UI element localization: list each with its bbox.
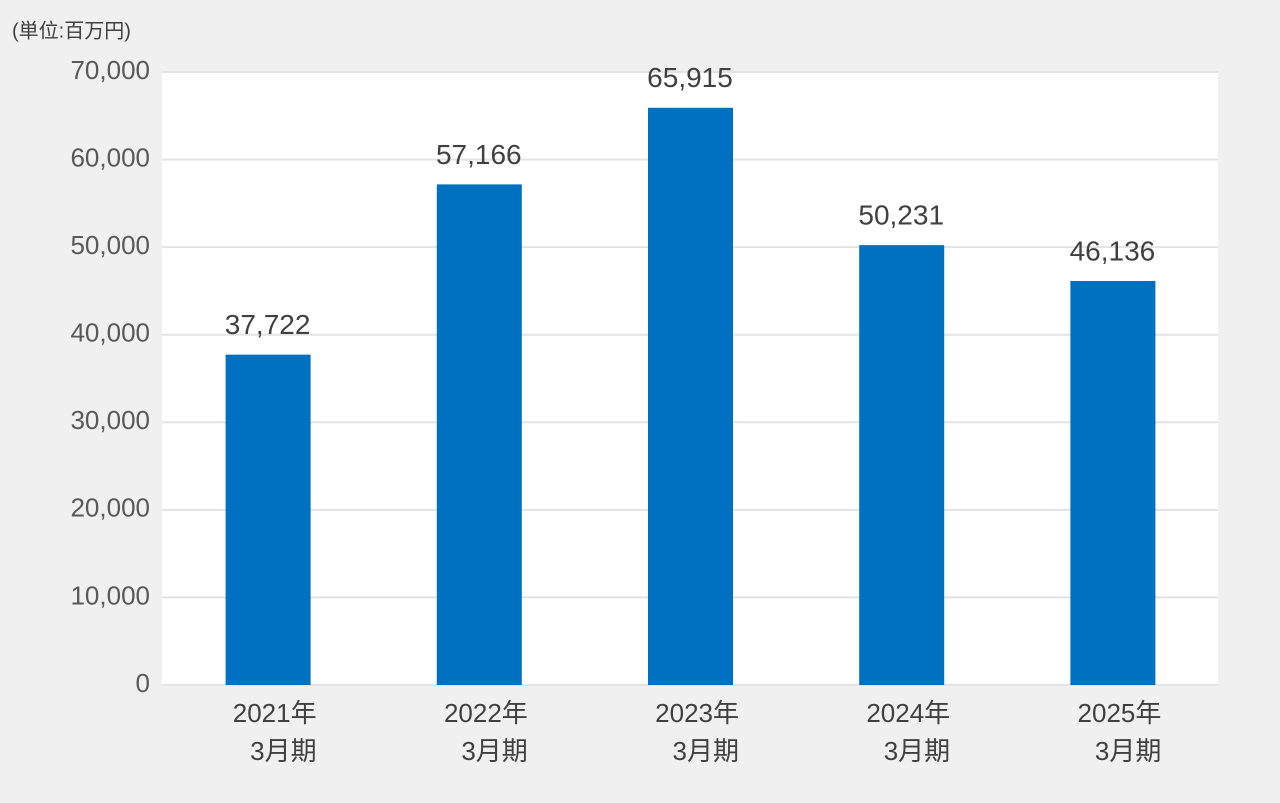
- y-tick-label: 10,000: [70, 580, 150, 610]
- value-label: 37,722: [225, 309, 311, 340]
- x-tick-label: 2025年: [1078, 698, 1162, 728]
- value-label: 57,166: [436, 139, 522, 170]
- y-tick-label: 20,000: [70, 493, 150, 523]
- x-tick-label: 2022年: [444, 698, 528, 728]
- y-tick-label: 30,000: [70, 405, 150, 435]
- y-tick-label: 50,000: [70, 230, 150, 260]
- y-tick-label: 40,000: [70, 318, 150, 348]
- value-label: 46,136: [1070, 235, 1156, 266]
- bar: [225, 354, 311, 685]
- bar: [859, 245, 945, 685]
- x-tick-label: 2024年: [866, 698, 950, 728]
- y-tick-label: 60,000: [70, 142, 150, 172]
- x-tick-label: 3月期: [461, 736, 527, 766]
- x-tick-label: 3月期: [250, 736, 316, 766]
- value-label: 50,231: [858, 200, 944, 231]
- bar: [648, 107, 733, 685]
- x-tick-label: 3月期: [673, 736, 739, 766]
- bar: [1070, 280, 1156, 685]
- x-tick-label: 2021年: [233, 698, 317, 728]
- x-tick-label: 2023年: [655, 698, 739, 728]
- y-tick-label: 0: [136, 668, 150, 698]
- x-tick-label: 3月期: [884, 736, 950, 766]
- unit-label: (単位:百万円): [12, 19, 131, 42]
- x-tick-label: 3月期: [1095, 736, 1161, 766]
- value-label: 65,915: [647, 62, 733, 93]
- y-tick-label: 70,000: [70, 55, 150, 85]
- bar: [436, 184, 522, 686]
